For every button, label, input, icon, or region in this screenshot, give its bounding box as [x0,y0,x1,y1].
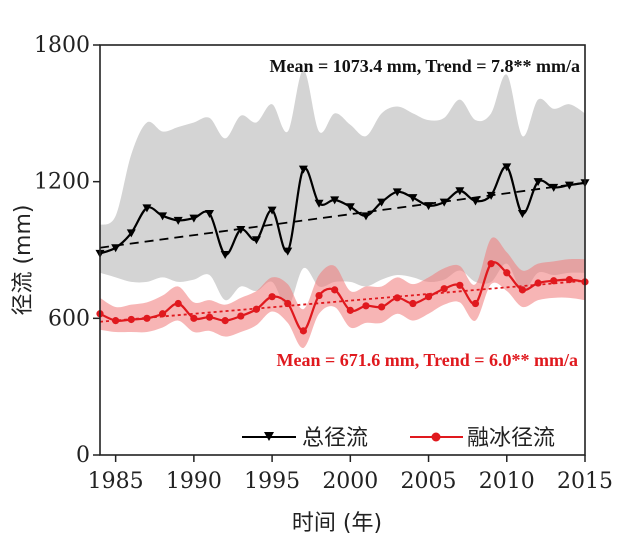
series-ice-annotation: Mean = 671.6 mm, Trend = 6.0** mm/a [277,350,579,370]
point-ice-2013 [550,277,558,285]
y-axis-ticks: 0 600 1200 1800 [34,33,100,468]
point-total-1994 [251,236,261,245]
point-ice-1992 [221,317,229,325]
point-total-1990 [189,214,199,223]
x-tick-label-1995: 1995 [244,469,300,494]
point-total-2007 [455,187,465,196]
x-tick-label-1985: 1985 [88,469,144,494]
point-ice-1994 [252,305,261,313]
point-total-2013 [549,183,559,192]
x-axis-title: 时间 (年) [292,511,382,536]
point-total-1995 [267,206,277,215]
point-total-2009 [486,191,496,200]
point-ice-1985 [112,317,120,325]
point-ice-2009 [487,260,495,268]
point-total-2010 [502,163,512,172]
point-total-1985 [111,244,121,253]
point-ice-1998 [315,291,323,300]
point-total-2006 [439,198,449,207]
x-tick-label-2000: 2000 [322,469,378,494]
point-total-1998 [314,199,324,208]
point-total-1993 [236,226,246,234]
point-ice-1986 [127,315,135,324]
x-axis-ticks: 1985 1990 1995 2000 2005 2010 2015 [88,455,613,494]
point-ice-1991 [205,313,214,321]
point-ice-2005 [424,293,433,301]
legend-marker-triangle-icon [264,432,274,441]
y-tick-label-600: 600 [48,306,90,331]
point-ice-2002 [378,303,386,311]
legend-label-ice: 融冰径流 [467,426,555,451]
point-ice-2012 [534,279,542,287]
y-tick-label-0: 0 [76,443,90,468]
legend-marker-circle-icon [431,432,441,442]
point-ice-2004 [409,299,417,308]
point-ice-1996 [284,299,292,308]
point-total-2000 [345,203,355,212]
point-ice-2006 [440,285,448,293]
point-total-2008 [470,197,480,206]
point-ice-1988 [158,310,167,318]
point-total-2005 [424,202,434,211]
point-ice-1997 [299,327,307,335]
trend-lines [99,181,586,323]
plot-frame [99,44,586,456]
point-ice-2007 [456,281,464,289]
point-ice-1990 [190,314,198,322]
legend-label-total: 总径流 [302,426,368,451]
point-total-1987 [142,204,152,213]
point-ice-2011 [518,286,527,294]
point-ice-1993 [237,312,245,320]
y-tick-label-1200: 1200 [34,170,90,195]
y-tick-label-1800: 1800 [34,33,90,58]
point-ice-1999 [331,286,339,294]
legend-entry-total: 总径流 [242,426,368,451]
trend-line-total [99,181,586,249]
point-total-2012 [533,178,543,187]
point-ice-2010 [503,269,511,277]
point-ice-2008 [471,299,480,308]
point-total-1997 [298,165,308,174]
point-ice-1995 [268,293,276,301]
point-total-1986 [126,229,136,238]
point-total-2014 [564,181,574,190]
legend-entry-ice: 融冰径流 [410,426,555,451]
point-total-2002 [377,198,387,207]
point-ice-2003 [393,294,401,302]
point-ice-2000 [346,306,354,314]
x-tick-label-2010: 2010 [479,469,535,494]
y-axis-title: 径流 (mm) [11,204,36,315]
point-ice-1987 [143,314,151,322]
point-total-2011 [517,210,527,219]
x-tick-label-2005: 2005 [401,469,457,494]
point-ice-2001 [362,302,370,310]
legend: 总径流 融冰径流 [242,426,555,451]
series-total-annotation: Mean = 1073.4 mm, Trend = 7.8** mm/a [270,56,581,76]
point-ice-1989 [174,299,182,308]
x-tick-label-1990: 1990 [166,469,222,494]
point-total-1999 [330,196,340,205]
x-tick-label-2015: 2015 [557,469,613,494]
point-total-1991 [205,210,215,219]
point-total-2003 [392,188,402,197]
point-ice-2014 [565,276,573,284]
point-total-1989 [173,216,183,225]
point-total-1992 [220,251,230,260]
point-total-1988 [158,212,168,221]
point-total-2001 [361,212,371,221]
point-total-1996 [283,247,293,256]
point-total-2004 [408,194,418,203]
